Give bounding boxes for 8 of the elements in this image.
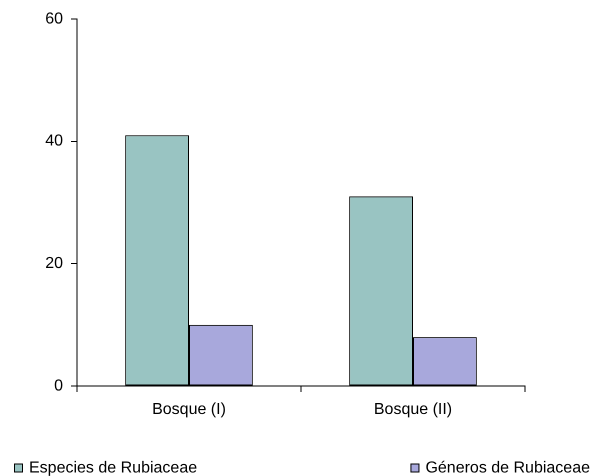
x-tick-label: Bosque (II) — [374, 401, 452, 418]
legend-label: Géneros de Rubiaceae — [425, 459, 590, 476]
legend-label: Especies de Rubiaceae — [29, 459, 198, 476]
x-tick-label: Bosque (I) — [152, 401, 226, 418]
y-tick-label: 20 — [45, 255, 64, 272]
y-tick-label: 0 — [54, 377, 64, 394]
y-tick-label: 60 — [45, 10, 64, 28]
y-tick-label: 40 — [45, 132, 64, 150]
